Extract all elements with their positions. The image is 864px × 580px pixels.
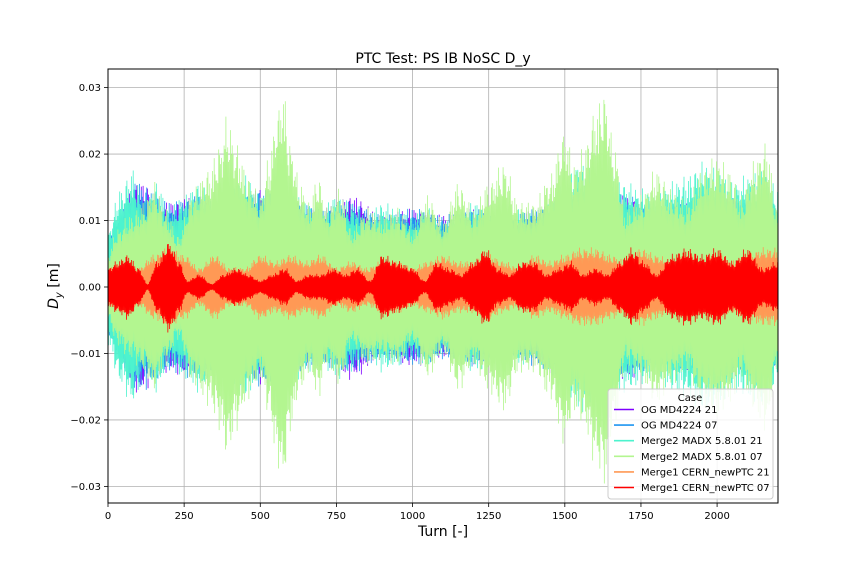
y-axis-label-unit: [m] [46,263,62,292]
x-tick-label: 1500 [552,511,577,522]
x-tick-label: 500 [251,511,270,522]
series-line [108,99,778,484]
legend-label: Merge1 CERN_newPTC 07 [641,483,770,494]
x-axis-label: Turn [-] [417,524,468,540]
y-tick-label: 0.02 [79,150,101,161]
y-tick-label: −0.03 [70,482,101,493]
legend-label: Merge2 MADX 5.8.01 21 [641,436,763,447]
y-tick-label: 0.01 [79,216,101,227]
y-axis-label-sub: y [54,291,65,299]
legend-label: Merge2 MADX 5.8.01 07 [641,452,763,463]
x-tick-label: 0 [105,511,111,522]
legend-label: OG MD4224 07 [641,421,717,432]
legend-label: OG MD4224 21 [641,405,717,416]
series-layer [108,99,778,484]
y-axis-label: Dy [m] [46,263,65,309]
legend-label: Merge1 CERN_newPTC 21 [641,467,770,478]
x-tick-label: 1750 [628,511,653,522]
grid [107,69,778,503]
y-tick-label: 0.03 [79,83,101,94]
legend-items: OG MD4224 21 OG MD4224 07 Merge2 MADX 5.8.… [614,405,770,494]
plot-frame [107,68,779,504]
series-line [108,243,778,333]
legend-box [607,388,774,500]
y-tick-label: −0.02 [70,415,101,426]
y-tick-label: −0.01 [70,349,101,360]
x-tick-label: 250 [175,511,194,522]
x-axis-ticks: 0 250 500 750 1000 1250 1500 1750 2000 [105,503,730,522]
y-axis-ticks: 0.03 0.02 0.01 0.00 −0.01 −0.02 −0.03 [70,83,108,493]
y-tick-label: 0.00 [79,282,101,293]
y-axis-label-main: D [46,298,62,309]
x-tick-label: 1000 [400,511,425,522]
legend-title: Case [678,393,702,404]
x-tick-label: 1250 [476,511,501,522]
chart-title: PTC Test: PS IB NoSC D_y [355,51,530,67]
x-tick-label: 2000 [704,511,729,522]
x-tick-label: 750 [327,511,346,522]
legend: Case OG MD4224 21 OG MD4224 07 Merge2 MADX… [607,388,774,500]
